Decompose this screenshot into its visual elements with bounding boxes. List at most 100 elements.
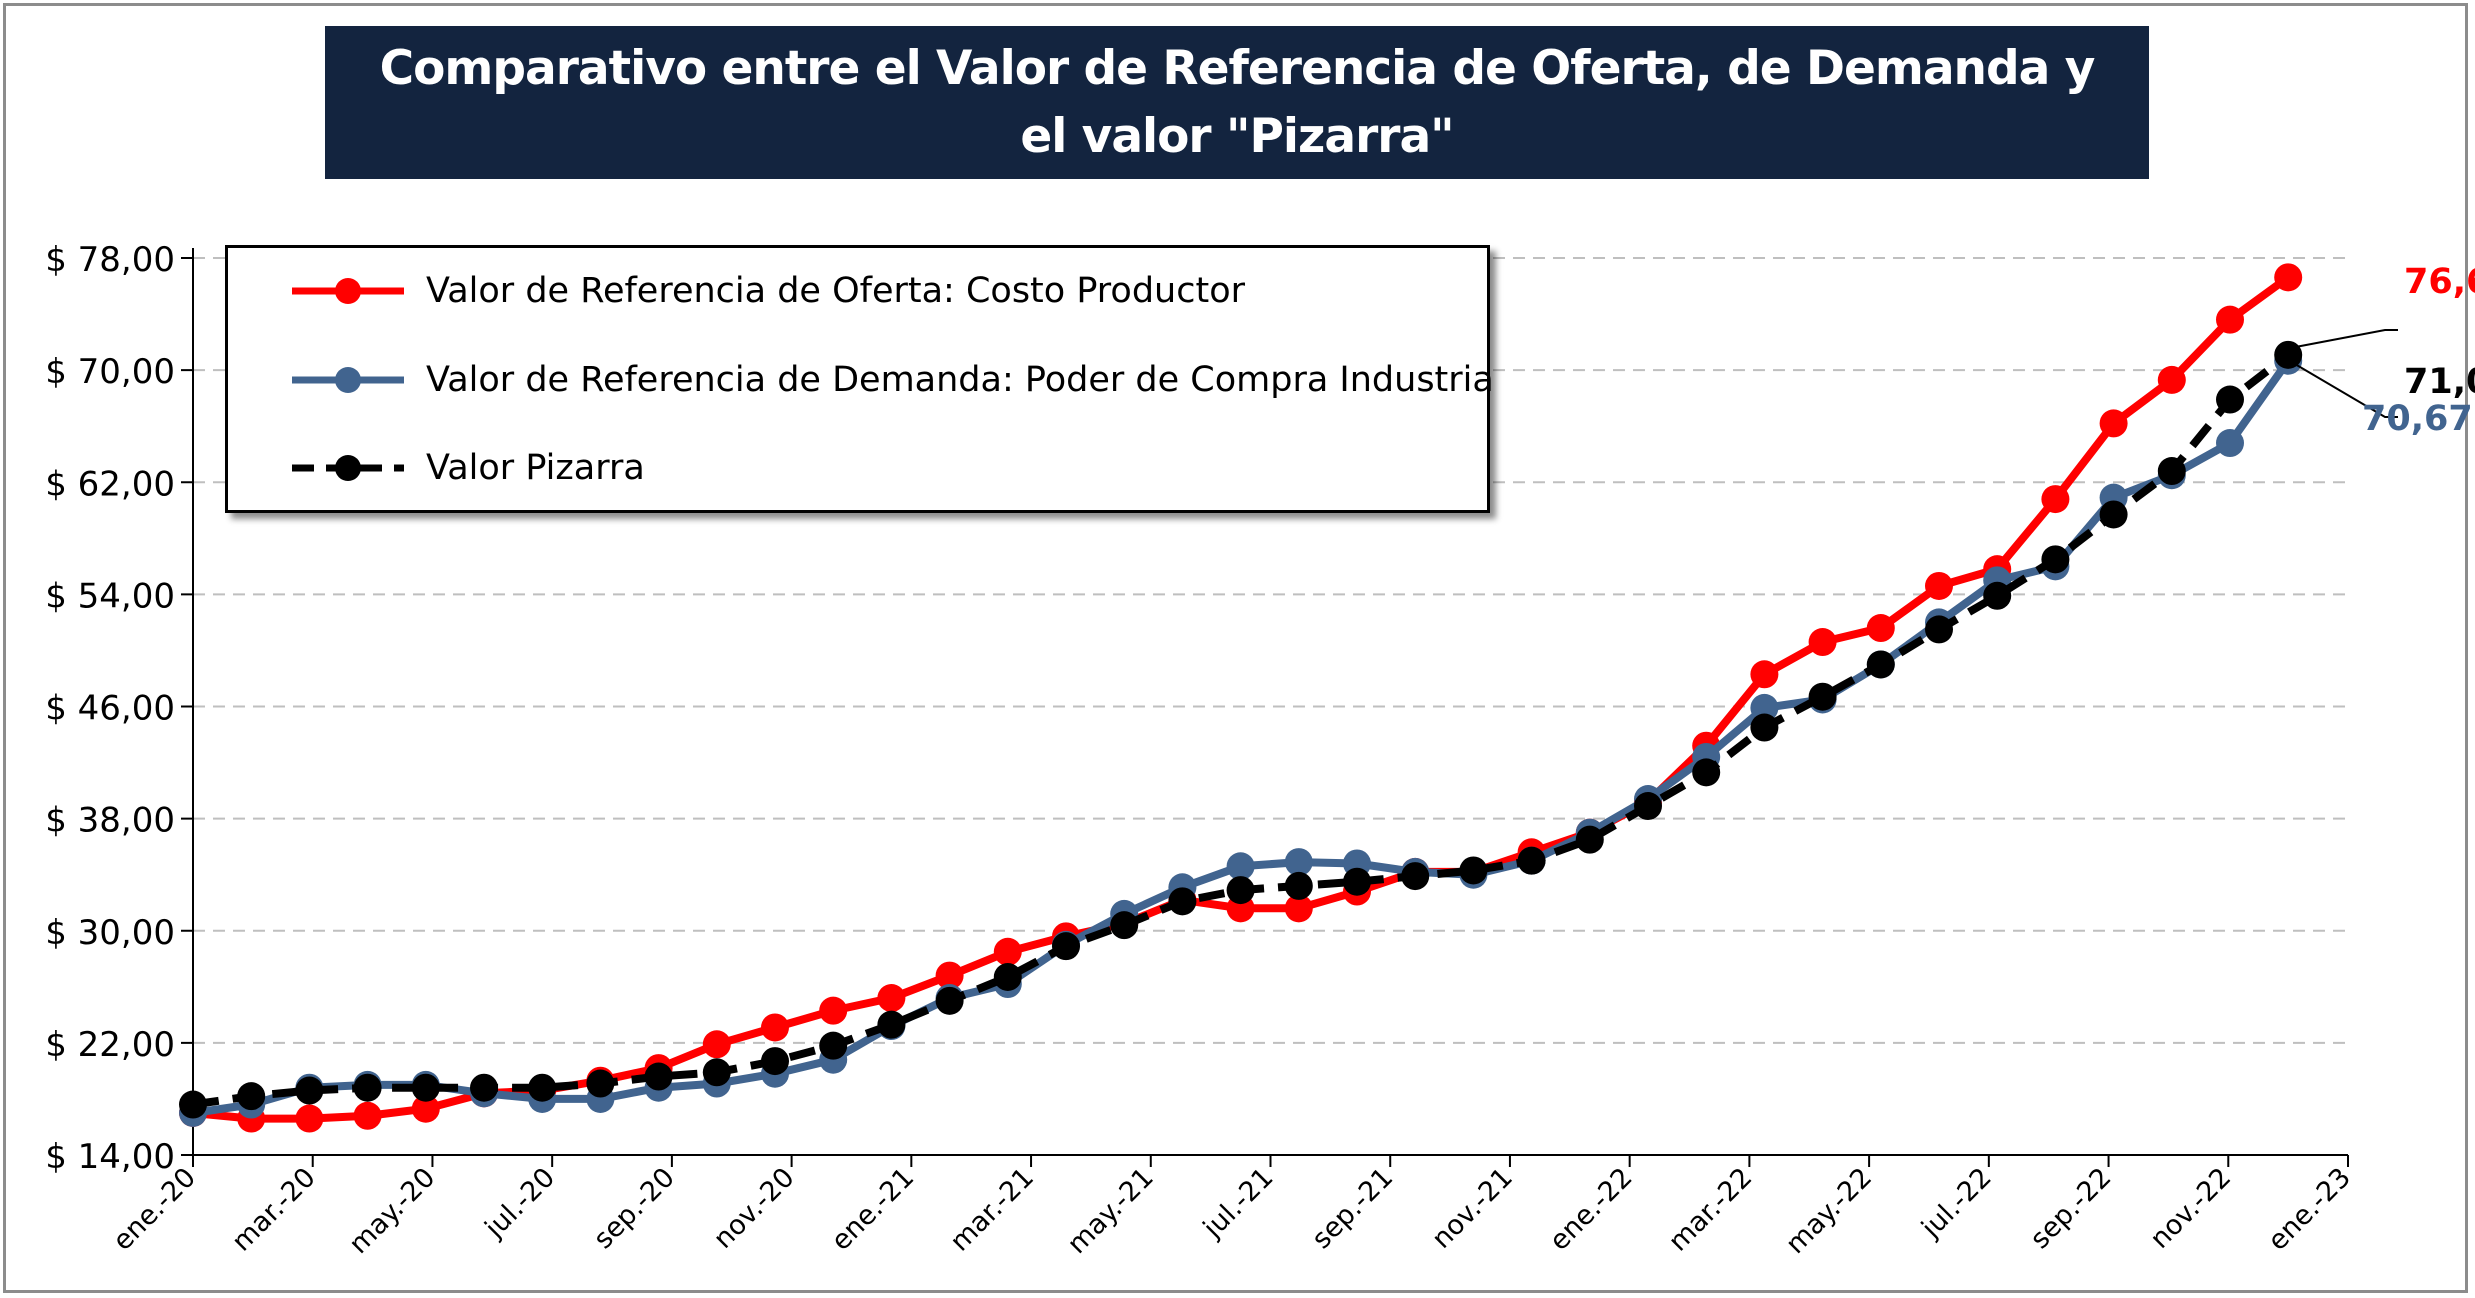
x-tick-label: may.-22 bbox=[1780, 1162, 1878, 1260]
x-tick-label: ene.-21 bbox=[826, 1162, 921, 1257]
y-tick-label: $ 30,00 bbox=[45, 913, 175, 953]
data-point bbox=[1808, 628, 1837, 657]
data-point bbox=[877, 984, 906, 1013]
data-point bbox=[1575, 825, 1604, 854]
data-point bbox=[2216, 385, 2244, 414]
legend-item-oferta: Valor de Referencia de Oferta: Costo Pro… bbox=[288, 261, 1245, 321]
data-point bbox=[2041, 485, 2070, 514]
data-point bbox=[702, 1058, 731, 1087]
leader-line-pizarra bbox=[2296, 329, 2398, 348]
x-tick-label: ene.-22 bbox=[1544, 1162, 1639, 1257]
data-point bbox=[2157, 365, 2186, 394]
data-point bbox=[470, 1073, 498, 1102]
data-point bbox=[761, 1047, 789, 1076]
data-point bbox=[1866, 650, 1895, 679]
end-label-demanda: 70,67 bbox=[2362, 399, 2473, 439]
x-tick-label: mar.-22 bbox=[1663, 1162, 1759, 1258]
x-tick-label: jul.-22 bbox=[1915, 1162, 1998, 1245]
data-point bbox=[644, 1062, 673, 1091]
data-point bbox=[586, 1069, 615, 1098]
data-point bbox=[411, 1094, 440, 1123]
data-point bbox=[1284, 871, 1313, 900]
legend-label-pizarra: Valor Pizarra bbox=[426, 448, 645, 488]
data-point bbox=[1226, 852, 1255, 881]
legend-marker-oferta bbox=[292, 278, 404, 304]
data-point bbox=[2216, 429, 2244, 458]
data-point bbox=[2099, 409, 2128, 438]
data-point bbox=[2157, 457, 2186, 486]
data-point bbox=[1692, 758, 1721, 787]
data-point bbox=[1459, 856, 1488, 885]
chart-title-box: Comparativo entre el Valor de Referencia… bbox=[325, 26, 2149, 179]
y-tick-label: $ 54,00 bbox=[45, 576, 175, 616]
data-point bbox=[2099, 500, 2128, 529]
x-tick-label: nov.-22 bbox=[2144, 1162, 2237, 1255]
x-tick-label: sep.-22 bbox=[2025, 1162, 2118, 1255]
legend-marker-demanda bbox=[292, 367, 404, 393]
data-point bbox=[2041, 545, 2070, 574]
y-tick-label: $ 22,00 bbox=[45, 1025, 175, 1065]
data-point bbox=[295, 1076, 324, 1105]
y-tick-label: $ 14,00 bbox=[45, 1137, 175, 1177]
data-point bbox=[1750, 693, 1779, 722]
data-point bbox=[2274, 340, 2303, 369]
x-tick-label: mar.-20 bbox=[226, 1162, 322, 1258]
data-point bbox=[1284, 848, 1313, 877]
data-point bbox=[1226, 876, 1255, 905]
data-point bbox=[1052, 932, 1080, 961]
leader-line-demanda bbox=[2295, 363, 2398, 418]
data-point bbox=[1634, 792, 1662, 821]
x-tick-label: ene.-23 bbox=[2262, 1162, 2357, 1257]
data-point bbox=[993, 937, 1022, 966]
data-point bbox=[1343, 867, 1371, 896]
data-point bbox=[702, 1030, 731, 1059]
data-point bbox=[353, 1101, 382, 1130]
x-tick-label: may.-20 bbox=[343, 1162, 441, 1260]
data-point bbox=[935, 961, 964, 990]
y-tick-label: $ 46,00 bbox=[45, 689, 175, 729]
data-point bbox=[353, 1073, 382, 1102]
chart-title: Comparativo entre el Valor de Referencia… bbox=[379, 40, 2096, 164]
legend-marker-pizarra bbox=[292, 455, 404, 481]
data-point bbox=[935, 986, 964, 1015]
data-point bbox=[179, 1090, 207, 1119]
legend-item-pizarra: Valor Pizarra bbox=[288, 438, 645, 498]
x-tick-label: sep.-21 bbox=[1306, 1162, 1399, 1255]
chart-legend: Valor de Referencia de Oferta: Costo Pro… bbox=[225, 245, 1494, 513]
data-point bbox=[1925, 615, 1953, 644]
y-tick-label: $ 62,00 bbox=[45, 464, 175, 504]
data-point bbox=[237, 1082, 266, 1111]
data-point bbox=[411, 1073, 440, 1102]
data-point bbox=[1925, 571, 1953, 600]
data-point bbox=[993, 963, 1022, 992]
x-tick-label: jul.-20 bbox=[479, 1162, 562, 1245]
data-point bbox=[1168, 887, 1197, 916]
data-point bbox=[1284, 894, 1313, 923]
y-tick-label: $ 38,00 bbox=[45, 801, 175, 841]
data-point bbox=[819, 996, 848, 1025]
data-point bbox=[1517, 846, 1546, 875]
x-tick-label: sep.-20 bbox=[588, 1162, 681, 1255]
legend-label-oferta: Valor de Referencia de Oferta: Costo Pro… bbox=[426, 271, 1246, 311]
data-point bbox=[1750, 660, 1779, 689]
x-tick-label: may.-21 bbox=[1062, 1162, 1160, 1260]
data-point bbox=[1983, 581, 2012, 610]
data-point bbox=[1401, 862, 1430, 891]
end-label-pizarra: 71,09 bbox=[2404, 362, 2475, 402]
x-tick-label: mar.-21 bbox=[944, 1162, 1040, 1258]
end-label-oferta: 76,62 bbox=[2404, 262, 2475, 302]
data-point bbox=[1110, 911, 1139, 940]
data-point bbox=[295, 1104, 324, 1133]
data-point bbox=[819, 1031, 848, 1060]
data-point bbox=[528, 1073, 557, 1102]
data-point bbox=[1808, 682, 1837, 711]
x-tick-label: nov.-21 bbox=[1426, 1162, 1519, 1255]
x-tick-label: jul.-21 bbox=[1197, 1162, 1280, 1245]
x-tick-label: nov.-20 bbox=[708, 1162, 801, 1255]
data-point bbox=[2274, 263, 2303, 292]
y-tick-label: $ 78,00 bbox=[45, 240, 175, 280]
data-point bbox=[761, 1013, 789, 1042]
data-point bbox=[877, 1010, 906, 1039]
y-tick-label: $ 70,00 bbox=[45, 352, 175, 392]
data-point bbox=[1866, 614, 1895, 643]
